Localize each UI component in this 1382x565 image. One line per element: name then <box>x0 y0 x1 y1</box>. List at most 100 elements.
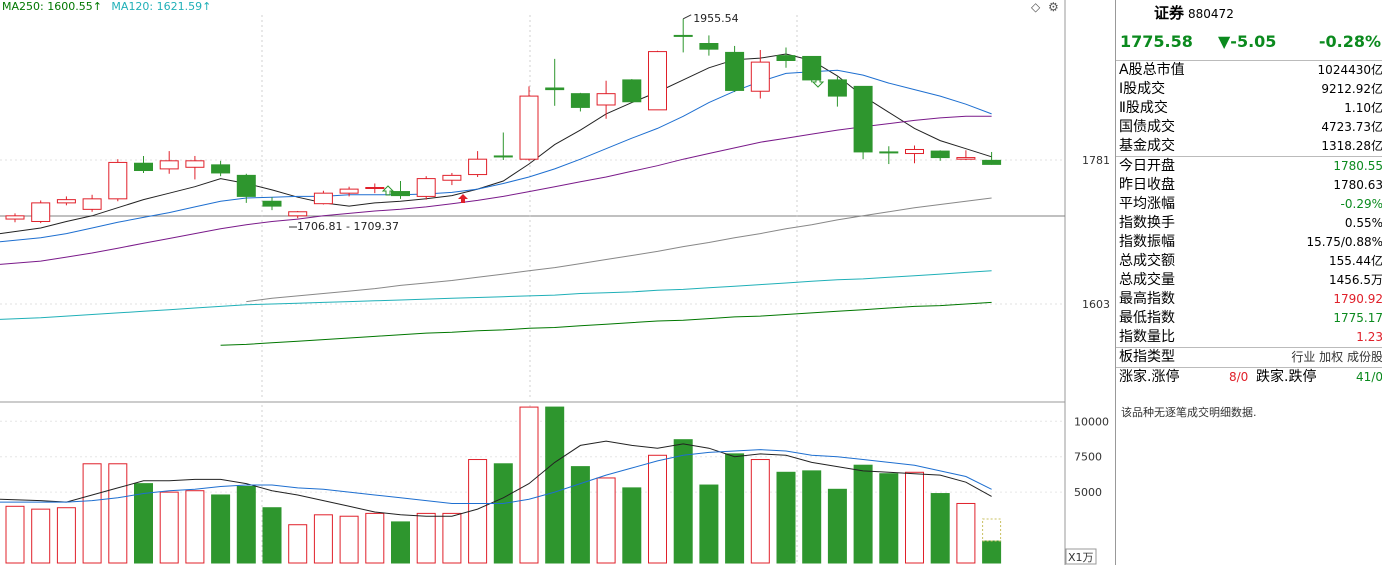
price-change-pct: -0.28% <box>1318 32 1381 51</box>
stat-row: 最低指数 1775.17 <box>1116 309 1382 328</box>
volume-bar <box>545 406 565 564</box>
volume-bar <box>725 453 745 564</box>
candle-body <box>570 93 590 108</box>
sell-arrow-icon <box>381 185 395 196</box>
volume-bar <box>648 454 667 564</box>
volume-bar <box>570 466 590 564</box>
volume-bar <box>416 512 436 564</box>
ma-legend: MA250: 1600.55↑ MA120: 1621.59↑ <box>2 0 217 13</box>
candle-body <box>827 79 847 97</box>
volume-bar <box>391 521 410 564</box>
stat-label: Ⅰ股成交 <box>1119 81 1166 97</box>
stat-label: 指数换手 <box>1119 215 1175 231</box>
stat-label: A股总市值 <box>1119 62 1185 78</box>
stat-label: 最高指数 <box>1119 291 1175 307</box>
volume-bar <box>802 470 822 564</box>
stat-row: 今日开盘 1780.55 <box>1116 156 1382 176</box>
candle-body <box>313 192 333 205</box>
volume-bar <box>365 512 385 564</box>
stat-label: 今日开盘 <box>1119 158 1175 174</box>
security-name: 证券 <box>1154 4 1185 22</box>
candle-body <box>82 198 102 210</box>
index-type-row[interactable]: 板指类型 行业 加权 成份股 <box>1116 347 1382 367</box>
volume-bar <box>622 487 642 564</box>
stat-row: Ⅰ股成交 9212.92亿 <box>1116 80 1382 99</box>
volume-bar <box>930 493 950 564</box>
diamond-icon[interactable]: ◇ <box>1031 0 1041 14</box>
ma-line-ma60 <box>246 197 992 303</box>
candle-body <box>545 87 565 91</box>
volume-bar <box>827 488 847 564</box>
volume-bar <box>185 490 205 564</box>
volume-bar <box>853 464 873 564</box>
candle-body <box>725 51 745 91</box>
candle-body <box>211 164 231 174</box>
volume-ma-line-vma10 <box>0 449 992 504</box>
stat-value: 1318.28亿 <box>1321 139 1382 153</box>
quote-panel: 证券 880472 1775.58 ▼-5.05 -0.28% A股总市值 1024… <box>1115 0 1382 565</box>
volume-bar <box>596 477 616 564</box>
sell-arrow-icon <box>811 77 825 88</box>
down-value: 41/0 <box>1356 370 1382 384</box>
volume-bar <box>56 507 76 564</box>
security-code: 880472 <box>1188 7 1234 21</box>
stat-row: 指数换手 0.55% <box>1116 214 1382 233</box>
chart-svg[interactable]: 1781 1603 10000 7500 5000 X1万 1955.54 1706.81 -… <box>0 0 1115 565</box>
candle-body <box>185 160 205 168</box>
volume-bar <box>905 471 924 564</box>
price-tick-label: 1781 <box>1082 154 1110 167</box>
volume-bar <box>519 406 539 564</box>
stat-row: 指数振幅 15.75/0.88% <box>1116 233 1382 252</box>
stat-value: 155.44亿 <box>1329 254 1382 268</box>
volume-bar <box>82 463 102 564</box>
ma250-legend: MA250: 1600.55↑ <box>2 0 102 13</box>
candle-body <box>493 155 513 158</box>
stat-row: A股总市值 1024430亿 <box>1116 60 1382 80</box>
index-type-label: 板指类型 <box>1119 349 1175 365</box>
stat-label: 基金成交 <box>1119 138 1175 154</box>
candle-body <box>31 202 51 222</box>
candle-body <box>365 187 385 190</box>
stat-value: 1456.5万 <box>1329 273 1382 287</box>
stat-value: 1024430亿 <box>1317 63 1382 77</box>
candle-body <box>56 199 76 204</box>
volume-bar <box>134 483 153 564</box>
price-tick-label: 1603 <box>1082 298 1110 311</box>
stat-label: 最低指数 <box>1119 310 1175 326</box>
volume-bar <box>442 512 462 564</box>
stat-row: Ⅱ股成交 1.10亿 <box>1116 99 1382 118</box>
gear-icon[interactable]: ⚙ <box>1048 0 1059 14</box>
kline-chart-area[interactable]: 1781 1603 10000 7500 5000 X1万 1955.54 1706.81 -… <box>0 0 1115 565</box>
volume-bar <box>108 463 128 564</box>
index-type-value[interactable]: 行业 加权 成份股 <box>1291 350 1382 364</box>
candle-body <box>750 61 770 92</box>
candle-body <box>159 160 179 170</box>
security-title: 证券 880472 <box>1154 2 1234 23</box>
candle-body <box>930 150 950 159</box>
volume-bar <box>339 515 359 564</box>
candle-body <box>134 162 153 172</box>
volume-bar <box>879 473 899 564</box>
stat-value: 1780.55 <box>1333 159 1382 173</box>
stat-value: 9212.92亿 <box>1321 82 1382 96</box>
buy-arrow-icon <box>458 194 468 203</box>
candle-body <box>648 51 667 111</box>
stat-row: 平均涨幅 -0.29% <box>1116 195 1382 214</box>
volume-bar <box>262 507 282 564</box>
candle-body <box>596 93 616 106</box>
candle-body <box>622 79 642 103</box>
stats-table: A股总市值 1024430亿 Ⅰ股成交 9212.92亿 Ⅱ股成交 1.10亿 国债成交 47… <box>1116 60 1382 387</box>
volume-bar <box>673 439 693 564</box>
candle-body <box>699 43 719 50</box>
candle-body <box>956 157 976 160</box>
candle-body <box>673 34 693 37</box>
volume-bar <box>956 502 976 564</box>
volume-bar <box>313 514 333 564</box>
candle-body <box>108 161 128 200</box>
volume-unit-label: X1万 <box>1068 551 1094 564</box>
volume-unit-box <box>1065 548 1097 565</box>
price-change: ▼-5.05 <box>1218 32 1277 51</box>
candle-body <box>442 174 462 181</box>
candle-body <box>262 200 282 207</box>
volume-ma-line-vma5 <box>0 440 992 517</box>
